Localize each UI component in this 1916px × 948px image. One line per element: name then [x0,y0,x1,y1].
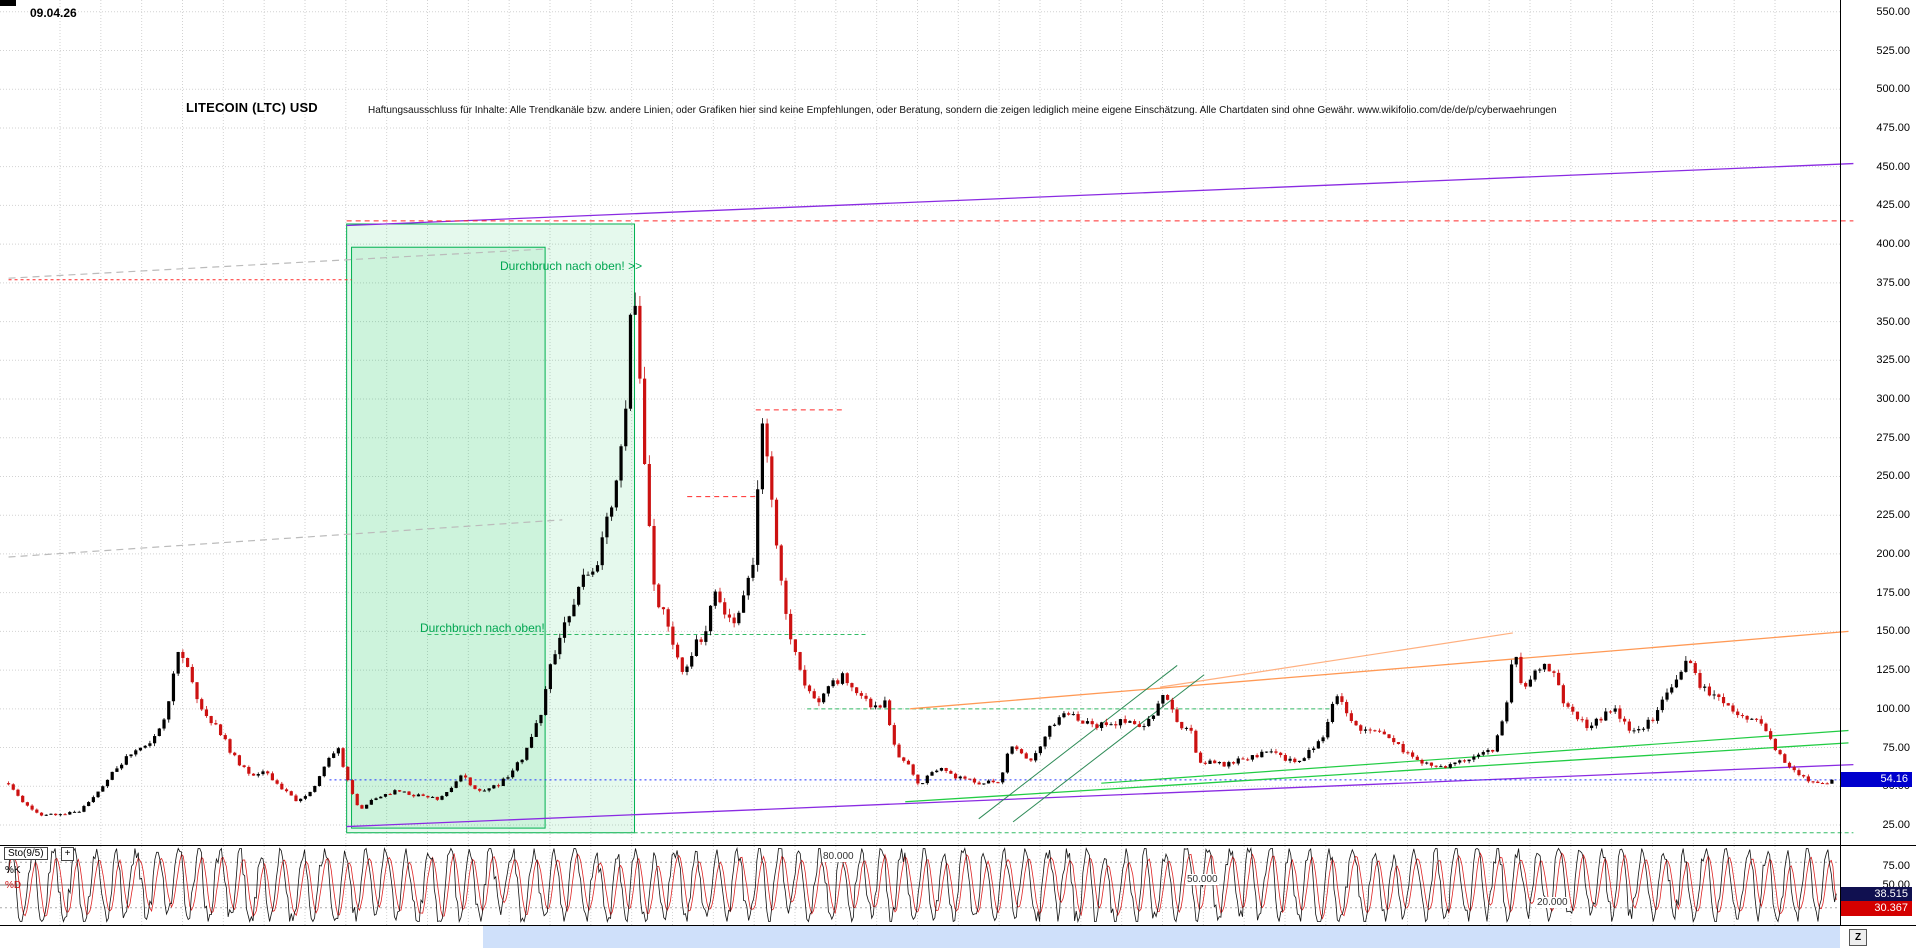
price-axis-label: 475.00 [1876,121,1910,134]
timeline-selection [483,926,1840,948]
stochastic-level-label: 80.000 [822,851,855,863]
price-axis-label: 175.00 [1876,586,1910,599]
price-axis-label: 550.00 [1876,5,1910,18]
chart-date: 09.04.26 [30,6,77,20]
indicator-name-button[interactable]: Sto(9/5) [4,847,48,860]
price-axis-label: 450.00 [1876,160,1910,173]
price-axis-label: 250.00 [1876,470,1910,483]
chart-title: LITECOIN (LTC) USD [186,100,318,115]
price-axis-label: 200.00 [1876,547,1910,560]
price-axis-label: 425.00 [1876,199,1910,212]
stochastic-d-label: %D [5,880,22,891]
stochastic-level-label: 20.000 [1536,896,1569,908]
timeline-strip[interactable] [0,926,1916,948]
indicator-add-button[interactable]: + [61,847,74,861]
price-axis-label: 25.00 [1882,819,1910,831]
corner-mark [0,0,16,6]
price-axis-label: 300.00 [1876,393,1910,406]
zoom-reset-button[interactable]: Z [1849,929,1867,946]
current-price-badge: 54.16 [1841,771,1912,787]
price-axis-label: 100.00 [1876,702,1910,715]
price-axis-label: 500.00 [1876,83,1910,96]
stochastic-k-badge: 38.515 [1841,886,1912,902]
price-axis-label: 375.00 [1876,276,1910,289]
disclaimer-text: Haftungsausschluss für Inhalte: Alle Tre… [368,105,1557,116]
stochastic-k-label: %K [5,865,21,876]
price-axis-label: 525.00 [1876,44,1910,57]
price-axis-label: 325.00 [1876,354,1910,367]
price-axis-label: 225.00 [1876,509,1910,522]
price-axis-label: 150.00 [1876,625,1910,638]
price-axis-label: 125.00 [1876,664,1910,677]
breakout-annotation-mid: Durchbruch nach oben! [420,621,545,635]
price-axis-label: 400.00 [1876,238,1910,251]
breakout-annotation-top: Durchbruch nach oben! >> [500,259,643,273]
price-axis-label: 275.00 [1876,431,1910,444]
price-axis-label: 350.00 [1876,315,1910,328]
stochastic-axis-label: 75.00 [1882,860,1910,872]
stochastic-level-label: 50.000 [1186,874,1219,885]
price-axis-label: 75.00 [1882,741,1910,754]
stochastic-d-badge: 30.367 [1841,900,1912,916]
